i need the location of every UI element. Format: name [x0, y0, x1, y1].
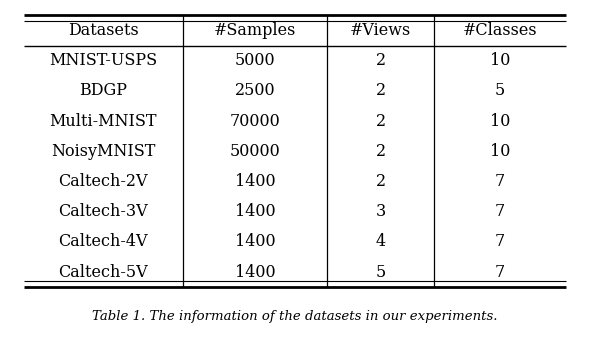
Text: MNIST-USPS: MNIST-USPS — [49, 52, 158, 69]
Text: Datasets: Datasets — [68, 22, 139, 39]
Text: 2: 2 — [375, 143, 386, 160]
Text: Caltech-2V: Caltech-2V — [58, 173, 148, 190]
Text: 2500: 2500 — [235, 82, 276, 99]
Text: 1400: 1400 — [235, 234, 276, 251]
Text: 5: 5 — [375, 264, 386, 281]
Text: 7: 7 — [495, 234, 505, 251]
Text: 2: 2 — [375, 52, 386, 69]
Text: 5000: 5000 — [235, 52, 276, 69]
Text: 10: 10 — [490, 113, 510, 130]
Text: 3: 3 — [375, 203, 386, 220]
Text: 10: 10 — [490, 143, 510, 160]
Text: 10: 10 — [490, 52, 510, 69]
Text: #Samples: #Samples — [214, 22, 296, 39]
Text: 2: 2 — [375, 113, 386, 130]
Text: 2: 2 — [375, 173, 386, 190]
Text: Caltech-4V: Caltech-4V — [58, 234, 148, 251]
Text: #Views: #Views — [350, 22, 411, 39]
Text: 70000: 70000 — [230, 113, 281, 130]
Text: BDGP: BDGP — [79, 82, 127, 99]
Text: #Classes: #Classes — [463, 22, 537, 39]
Text: 7: 7 — [495, 173, 505, 190]
Text: 1400: 1400 — [235, 264, 276, 281]
Text: 7: 7 — [495, 203, 505, 220]
Text: Multi-MNIST: Multi-MNIST — [50, 113, 157, 130]
Text: 4: 4 — [375, 234, 386, 251]
Text: 7: 7 — [495, 264, 505, 281]
Text: NoisyMNIST: NoisyMNIST — [51, 143, 155, 160]
Text: Caltech-5V: Caltech-5V — [58, 264, 148, 281]
Text: Caltech-3V: Caltech-3V — [58, 203, 148, 220]
Text: Table 1. The information of the datasets in our experiments.: Table 1. The information of the datasets… — [92, 310, 498, 323]
Text: 5: 5 — [495, 82, 505, 99]
Text: 1400: 1400 — [235, 173, 276, 190]
Text: 50000: 50000 — [230, 143, 281, 160]
Text: 2: 2 — [375, 82, 386, 99]
Text: 1400: 1400 — [235, 203, 276, 220]
